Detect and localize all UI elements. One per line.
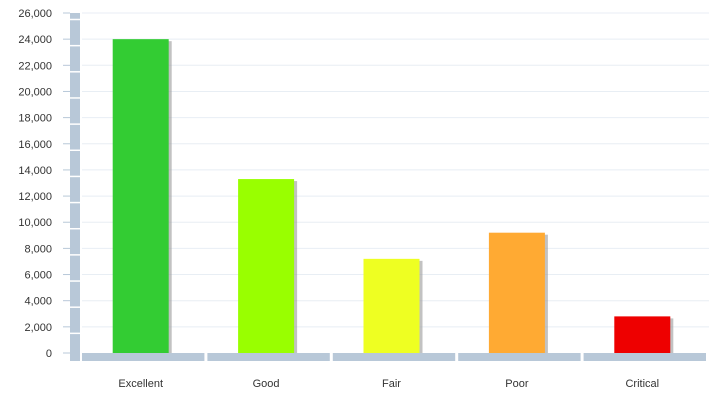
grid-lines	[82, 12, 709, 328]
x-axis-segment	[207, 353, 330, 361]
bar-good[interactable]	[238, 179, 295, 353]
bar-fair[interactable]	[363, 258, 420, 353]
x-tick-label: Fair	[382, 378, 401, 390]
y-tick-label: 10,000	[18, 217, 52, 229]
y-tick-label: 18,000	[18, 113, 52, 125]
x-axis	[82, 353, 706, 361]
x-tick-label: Poor	[505, 378, 529, 390]
x-axis-segment	[583, 353, 706, 361]
y-tick-label: 6,000	[24, 270, 52, 282]
y-tick-label: 22,000	[18, 60, 52, 72]
category-labels: Excellent Good Fair Poor Critical	[118, 378, 659, 390]
y-tick-label: 16,000	[18, 139, 52, 151]
x-tick-label: Critical	[625, 378, 659, 390]
y-tick-label: 26,000	[18, 8, 52, 20]
y-tick-label: 20,000	[18, 86, 52, 98]
y-tick-label: 4,000	[24, 296, 52, 308]
y-tick-label: 2,000	[24, 322, 52, 334]
x-tick-label: Excellent	[118, 378, 163, 390]
y-tick-label: 12,000	[18, 191, 52, 203]
y-tick-label: 0	[46, 348, 52, 360]
bar-critical[interactable]	[614, 316, 671, 353]
bar-excellent[interactable]	[112, 39, 169, 354]
x-axis-segment	[332, 353, 456, 361]
y-axis-bar	[70, 13, 80, 361]
x-axis-segment	[458, 353, 581, 361]
y-tick-label: 14,000	[18, 165, 52, 177]
bars	[112, 39, 674, 354]
y-tick-label: 8,000	[24, 243, 52, 255]
y-axis: 0 2,000 4,000 6,000 8,000 10,000 12,000 14,000 1…	[18, 8, 80, 361]
x-axis-segment	[82, 353, 205, 361]
x-tick-label: Good	[253, 378, 280, 390]
y-tick-label: 24,000	[18, 34, 52, 46]
bar-poor[interactable]	[488, 232, 545, 353]
